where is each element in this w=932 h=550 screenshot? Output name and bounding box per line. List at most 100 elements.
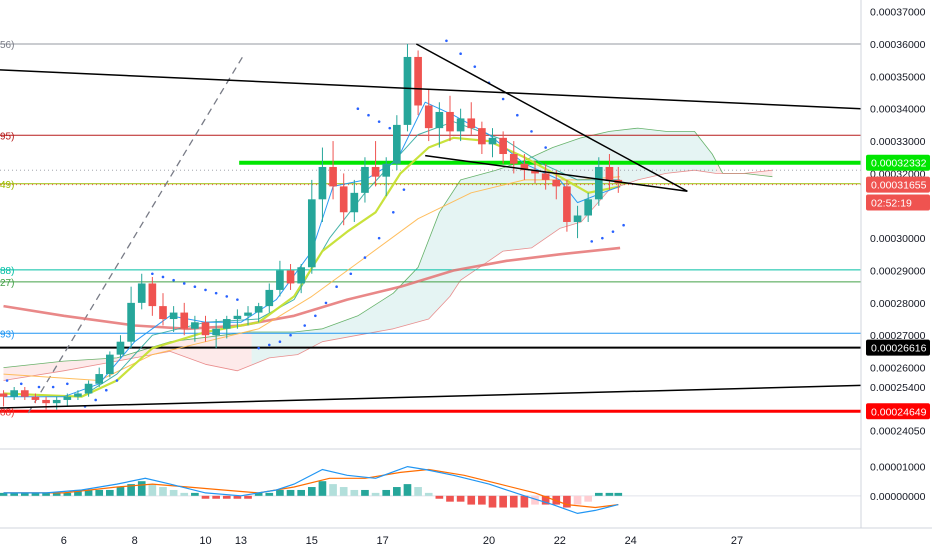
sar-dot — [516, 113, 519, 117]
candle[interactable] — [329, 166, 337, 187]
candle[interactable] — [222, 319, 231, 329]
candle[interactable] — [74, 393, 82, 397]
candle[interactable] — [52, 399, 61, 404]
candle[interactable] — [478, 128, 486, 145]
time-tick-label: 10 — [199, 535, 211, 547]
price-axis[interactable]: 0.00037000 0.00036000 0.00035000 0.00034000… — [870, 7, 926, 438]
macd-line — [3, 465, 619, 515]
price-tick-label: 0.00036000 — [870, 39, 926, 51]
price-tag-text: 0.00026616 — [871, 343, 927, 355]
candle[interactable] — [0, 393, 8, 397]
candle[interactable] — [286, 270, 295, 284]
sar-dot — [204, 288, 207, 292]
candle[interactable] — [403, 56, 412, 125]
candle[interactable] — [84, 383, 93, 394]
sar-dot — [459, 52, 462, 56]
candle[interactable] — [20, 390, 29, 397]
candle[interactable] — [393, 124, 401, 164]
candle[interactable] — [297, 267, 305, 284]
candle[interactable] — [116, 341, 125, 355]
candle[interactable] — [446, 111, 454, 132]
macd-histogram-bar — [191, 492, 199, 496]
candle[interactable] — [95, 374, 104, 384]
time-tick-label: 6 — [61, 535, 67, 547]
sar-dot — [236, 298, 239, 301]
candle[interactable] — [499, 137, 507, 155]
candle[interactable] — [350, 192, 359, 213]
macd-histogram-bar — [350, 489, 359, 496]
candle[interactable] — [414, 56, 422, 106]
sar-dot — [151, 272, 154, 276]
candle[interactable] — [467, 118, 476, 129]
candle[interactable] — [307, 199, 316, 268]
candle[interactable] — [159, 306, 167, 320]
candle[interactable] — [106, 354, 114, 375]
candle[interactable] — [339, 186, 348, 213]
candle[interactable] — [201, 322, 210, 336]
macd-histogram-bar — [95, 489, 104, 496]
price-pane[interactable] — [0, 39, 861, 414]
macd-histogram-bar — [180, 492, 189, 496]
candle[interactable] — [605, 166, 614, 180]
candle[interactable] — [531, 170, 539, 174]
candle[interactable] — [244, 312, 252, 316]
candle[interactable] — [520, 163, 529, 171]
candle[interactable] — [233, 315, 242, 320]
trend-line[interactable] — [415, 43, 688, 192]
candle[interactable] — [212, 328, 220, 336]
candle[interactable] — [318, 166, 327, 200]
candle[interactable] — [137, 283, 146, 303]
price-tag — [866, 176, 930, 193]
sar-dot — [161, 275, 165, 279]
candle[interactable] — [148, 283, 157, 307]
macd-histogram-bar — [318, 481, 327, 496]
candle[interactable] — [509, 154, 518, 164]
candle[interactable] — [265, 289, 274, 307]
candle[interactable] — [180, 312, 189, 329]
candle[interactable] — [584, 199, 592, 216]
candle[interactable] — [541, 173, 550, 180]
candle[interactable] — [127, 302, 135, 342]
macd-histogram-bar — [10, 492, 18, 496]
macd-histogram-bar — [169, 489, 178, 496]
candle[interactable] — [488, 137, 497, 145]
sar-dot — [335, 285, 338, 288]
macd-histogram-bar — [594, 492, 603, 496]
time-axis[interactable]: 6 8 10 13 15 17 20 22 24 27 — [61, 535, 743, 547]
sar-dot — [257, 346, 260, 350]
sar-dot — [5, 379, 9, 382]
candle[interactable] — [552, 179, 561, 187]
candle[interactable] — [361, 166, 369, 193]
candle[interactable] — [435, 111, 444, 129]
macd-pane[interactable] — [0, 465, 861, 515]
macd-histogram-bar — [265, 492, 274, 496]
candle[interactable] — [382, 163, 391, 177]
macd-axis[interactable]: 0.00001000 0.00000000 — [870, 462, 926, 503]
candle[interactable] — [371, 166, 380, 177]
trend-line[interactable] — [425, 154, 688, 192]
price-tick-label: 0.00027000 — [870, 330, 926, 342]
candle[interactable] — [594, 166, 603, 200]
candle[interactable] — [424, 105, 433, 129]
price-tick-label: 0.00024050 — [870, 426, 926, 438]
candle[interactable] — [191, 322, 199, 329]
trend-line[interactable] — [0, 384, 861, 409]
candle[interactable] — [254, 306, 263, 313]
candle[interactable] — [31, 396, 40, 400]
candle[interactable] — [63, 396, 72, 400]
macd-histogram-bar — [584, 495, 592, 502]
macd-histogram-bar — [393, 487, 401, 496]
macd-histogram-bar — [201, 495, 210, 499]
candle[interactable] — [563, 186, 571, 222]
candle[interactable] — [169, 312, 178, 320]
candle[interactable] — [10, 390, 18, 397]
candle[interactable] — [456, 118, 465, 132]
candle[interactable] — [573, 215, 582, 222]
trend-line[interactable] — [0, 69, 861, 110]
dashed-trend-line[interactable] — [27, 53, 246, 414]
candle[interactable] — [42, 399, 50, 404]
candle[interactable] — [276, 270, 284, 290]
macd-histogram-bar — [74, 489, 82, 496]
